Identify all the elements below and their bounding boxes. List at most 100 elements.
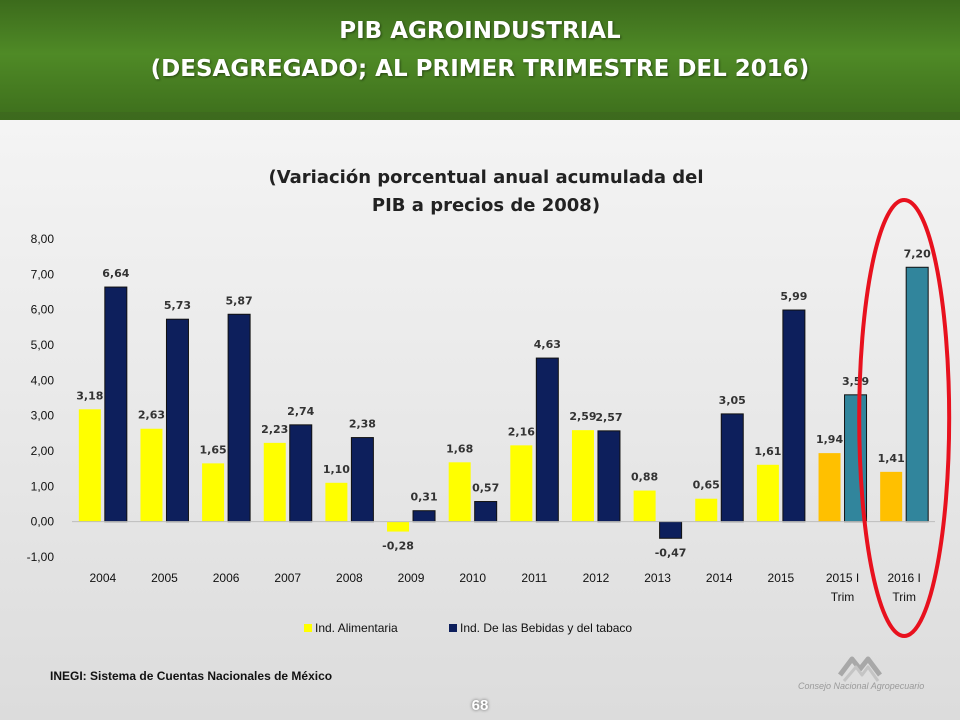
y-tick-label: 1,00 [31, 479, 55, 493]
bar-alimentaria-2016-i-trim [880, 471, 903, 522]
bar-labels-group: 3,18 2,63 1,65 2,23 1,10 -0,28 1,68 2,16 2,59 0,8… [76, 247, 931, 559]
bar-alimentaria-2014 [695, 498, 718, 522]
chart-title: (Variación porcentual anual acumulada de… [268, 167, 703, 216]
data-label: 4,63 [534, 338, 561, 351]
x-tick-label: Trim [831, 590, 855, 604]
bar-alimentaria-2013 [633, 490, 656, 522]
data-label: -0,47 [655, 546, 687, 559]
data-label: 3,59 [842, 375, 869, 388]
data-label: 0,65 [693, 479, 720, 492]
bar-alimentaria-2006 [202, 463, 225, 522]
slide-title-line-2: (DESAGREGADO; AL PRIMER TRIMESTRE DEL 20… [150, 56, 810, 82]
data-label: 7,20 [904, 247, 931, 260]
x-tick-label: 2004 [89, 571, 116, 585]
bar-bebidas-2014 [720, 413, 744, 523]
data-label: 2,74 [287, 405, 314, 418]
x-tick-label: 2007 [274, 571, 301, 585]
data-label: 3,18 [76, 389, 103, 402]
x-tick-label: 2009 [398, 571, 425, 585]
y-axis: -1,00 0,00 1,00 2,00 3,00 4,00 5,00 6,00 7,00 8,0… [27, 232, 55, 564]
data-label: -0,28 [382, 540, 414, 553]
x-tick-label: Trim [892, 590, 916, 604]
bar-bebidas-2008 [350, 437, 374, 523]
y-tick-label: 6,00 [31, 303, 55, 317]
bar-bebidas-2007 [289, 424, 313, 523]
data-label: 5,87 [226, 294, 253, 307]
data-label: 2,57 [595, 411, 622, 424]
data-label: 1,65 [200, 443, 227, 456]
data-label: 3,05 [719, 394, 746, 407]
bar-bebidas-2012 [597, 430, 621, 523]
x-tick-label: 2008 [336, 571, 363, 585]
data-label: 5,99 [780, 290, 807, 303]
highlight-ellipse [857, 198, 952, 638]
bar-alimentaria-2008 [325, 482, 348, 522]
y-tick-label: 2,00 [31, 444, 55, 458]
page-number: 68 [471, 697, 489, 714]
data-label: 1,94 [816, 433, 843, 446]
y-tick-label: 3,00 [31, 409, 55, 423]
data-label: 0,31 [410, 491, 437, 504]
bar-bebidas-2006 [227, 313, 251, 523]
bar-bebidas-2009 [412, 510, 436, 523]
chart-title-line-2: PIB a precios de 2008) [372, 195, 600, 216]
x-tick-label: 2014 [706, 571, 733, 585]
slide-title-line-1: PIB AGROINDUSTRIAL [339, 18, 621, 44]
bar-alimentaria-2011 [510, 445, 533, 522]
bar-alimentaria-2009 [387, 521, 410, 532]
data-label: 2,63 [138, 409, 165, 422]
x-axis: 2004 2005 2006 2007 2008 2009 2010 2011 2012 2013… [72, 521, 935, 604]
legend-label-alimentaria: Ind. Alimentaria [315, 621, 398, 635]
x-tick-label: 2005 [151, 571, 178, 585]
bar-alimentaria-2015 [756, 464, 779, 522]
chart-legend: Ind. Alimentaria Ind. De las Bebidas y de… [304, 621, 632, 635]
bar-bebidas-2015 [782, 309, 806, 523]
data-label: 1,61 [754, 445, 781, 458]
highlight-ellipse-shape [857, 198, 952, 638]
data-label: 1,68 [446, 442, 473, 455]
header-band [0, 0, 960, 120]
data-label: 1,41 [878, 452, 905, 465]
data-label: 1,10 [323, 463, 350, 476]
y-tick-label: 0,00 [31, 515, 55, 529]
legend-label-bebidas: Ind. De las Bebidas y del tabaco [460, 621, 632, 635]
data-label: 2,16 [508, 425, 535, 438]
x-tick-label: 2015 I [826, 571, 859, 585]
legend-swatch-alimentaria [304, 624, 312, 632]
data-label: 0,57 [472, 482, 499, 495]
x-tick-label: 2011 [521, 571, 547, 585]
x-tick-label: 2015 [768, 571, 795, 585]
x-tick-label: 2006 [213, 571, 240, 585]
y-tick-label: 5,00 [31, 338, 55, 352]
bars-group [78, 266, 929, 539]
bar-alimentaria-2004 [78, 409, 101, 522]
bar-bebidas-2010 [474, 501, 498, 523]
x-tick-label: 2010 [459, 571, 486, 585]
bar-alimentaria-2005 [140, 428, 163, 522]
y-tick-label: 4,00 [31, 373, 55, 387]
chart-title-line-1: (Variación porcentual anual acumulada de… [268, 167, 703, 188]
data-label: 2,38 [349, 418, 376, 431]
data-label: 2,59 [569, 410, 596, 423]
data-label: 2,23 [261, 423, 288, 436]
data-label: 5,73 [164, 299, 191, 312]
bar-alimentaria-2010 [448, 462, 471, 522]
x-tick-label: 2016 I [887, 571, 920, 585]
x-tick-label: 2012 [583, 571, 610, 585]
y-tick-label: -1,00 [27, 550, 55, 564]
y-tick-label: 7,00 [31, 267, 55, 281]
bar-bebidas-2013 [659, 521, 683, 539]
bar-alimentaria-2012 [571, 430, 594, 522]
source-note: INEGI: Sistema de Cuentas Nacionales de … [50, 669, 333, 683]
x-tick-label: 2013 [644, 571, 671, 585]
data-label: 0,88 [631, 471, 658, 484]
data-label: 6,64 [102, 267, 129, 280]
y-tick-label: 8,00 [31, 232, 55, 246]
logo-caption: Consejo Nacional Agropecuario [798, 681, 925, 691]
bar-bebidas-2016-i-trim [905, 266, 929, 523]
bar-bebidas-2004 [104, 286, 128, 523]
bar-bebidas-2005 [165, 318, 189, 523]
cna-logo-icon [838, 656, 882, 682]
bar-bebidas-2011 [535, 357, 559, 523]
